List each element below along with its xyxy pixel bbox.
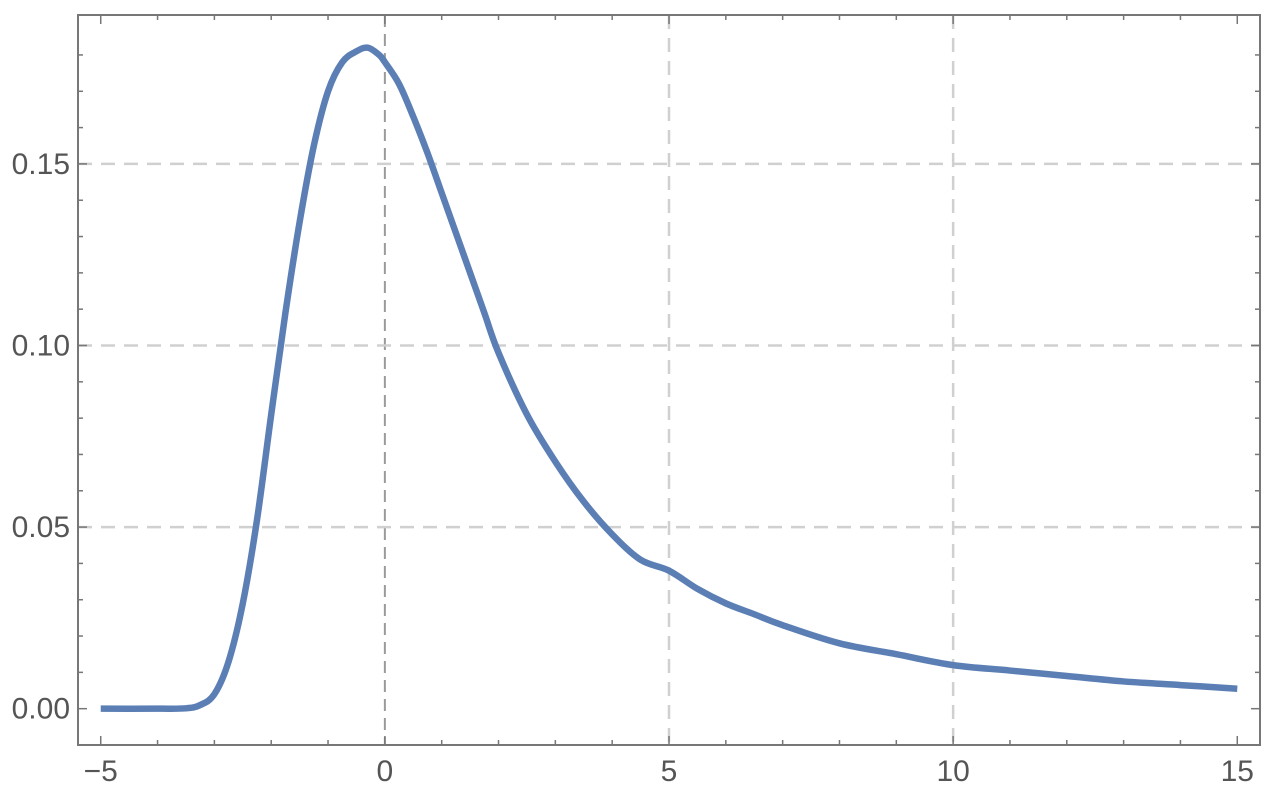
y-tick-label: 0.10 (12, 329, 70, 362)
series-line (100, 44, 1238, 712)
grid-layer (78, 15, 1260, 745)
y-tick-label: 0.05 (12, 511, 70, 544)
y-tick-label: 0.00 (12, 693, 70, 726)
x-tick-label: 5 (661, 755, 678, 788)
tick-label-layer: −5 0 5 10 15 0.00 0.05 0.10 0.15 (12, 148, 1254, 788)
x-tick-label: −5 (84, 755, 118, 788)
plot-frame (77, 14, 1261, 746)
x-tick-label: 15 (1221, 755, 1254, 788)
x-tick-label: 10 (936, 755, 969, 788)
y-tick-label: 0.15 (12, 148, 70, 181)
x-tick-label: 0 (377, 755, 394, 788)
tick-layer (78, 15, 1260, 745)
